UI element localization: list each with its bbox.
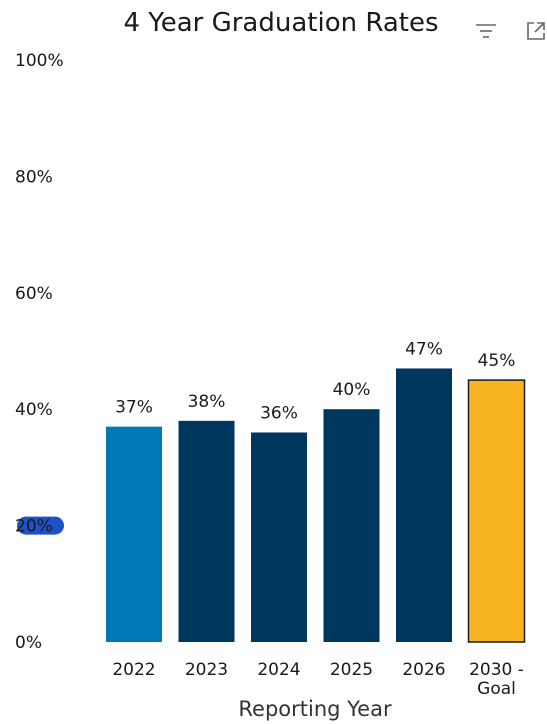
bar-2023[interactable]	[178, 420, 235, 642]
x-tick-label: 2024	[257, 660, 300, 680]
bar-2026[interactable]	[396, 368, 452, 642]
x-tick-label: 2025	[330, 660, 373, 680]
data-label: 40%	[333, 380, 371, 400]
x-tick-label: 2026	[402, 660, 445, 680]
y-axis: 0% 20% 40% 60% 80% 100%	[15, 51, 64, 653]
y-tick-label: 80%	[15, 167, 53, 187]
data-label: 38%	[188, 392, 226, 412]
data-label: 37%	[115, 398, 153, 418]
x-tick-label: 2030 -	[469, 660, 524, 680]
expand-icon[interactable]	[523, 18, 547, 44]
bar-2025[interactable]	[323, 409, 380, 642]
x-tick-label: 2023	[185, 660, 228, 680]
x-tick-label: 2022	[112, 660, 155, 680]
bar-2030-goal[interactable]	[467, 379, 526, 643]
bar-2022[interactable]	[106, 426, 162, 642]
data-label: 47%	[405, 339, 443, 359]
data-label: 45%	[478, 351, 516, 371]
y-tick-highlight	[17, 516, 64, 535]
data-label: 36%	[260, 403, 298, 423]
bar-2024[interactable]	[251, 432, 307, 642]
chart-title: 4 Year Graduation Rates	[123, 8, 438, 38]
y-tick-label: 60%	[15, 284, 53, 304]
y-tick-label: 100%	[15, 51, 64, 71]
filter-icon[interactable]	[473, 18, 499, 44]
x-axis: 2022 2023 2024 2025 2026 2030 -Goal	[112, 660, 524, 699]
x-axis-title: Reporting Year	[238, 697, 392, 721]
y-tick-label: 40%	[15, 400, 53, 420]
bars-group: 37% 38% 36% 40% 47% 45%	[106, 339, 526, 643]
y-tick-label: 20%	[15, 517, 53, 537]
x-tick-label: Goal	[477, 679, 516, 699]
y-tick-label: 0%	[15, 633, 42, 653]
